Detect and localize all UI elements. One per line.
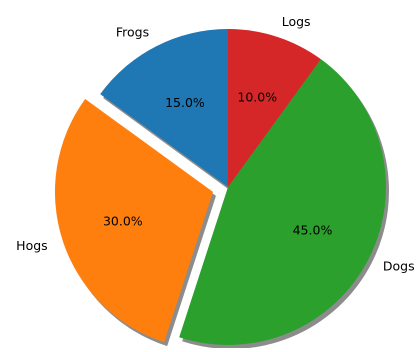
category-label-dogs: Dogs: [383, 258, 415, 273]
category-label-hogs: Hogs: [16, 238, 48, 253]
percent-label-logs: 10.0%: [237, 89, 277, 104]
pie-slice-dogs: [179, 59, 386, 345]
pie-slice-logs: [228, 29, 321, 187]
percent-label-dogs: 45.0%: [293, 223, 333, 238]
pie-slice-hogs: [54, 99, 213, 343]
pie-slice-frogs: [100, 29, 228, 187]
category-label-logs: Logs: [282, 14, 311, 29]
percent-label-frogs: 15.0%: [165, 95, 205, 110]
percent-label-hogs: 30.0%: [103, 214, 143, 229]
label-layer: 15.0% Frogs 30.0% Hogs 45.0% Dogs 10.0% Logs: [16, 14, 414, 273]
category-label-frogs: Frogs: [116, 25, 149, 40]
slice-layer: [54, 29, 386, 345]
